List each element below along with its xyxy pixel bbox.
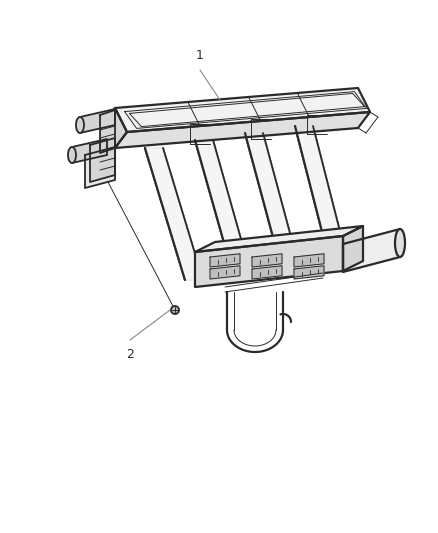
Polygon shape [343,229,400,272]
Polygon shape [252,266,282,279]
Polygon shape [85,147,115,188]
Polygon shape [252,254,282,267]
Polygon shape [195,236,343,287]
Ellipse shape [76,117,84,133]
Polygon shape [195,226,363,252]
Polygon shape [294,266,324,279]
Polygon shape [195,140,250,271]
Polygon shape [100,110,115,153]
Polygon shape [115,88,370,132]
Text: 2: 2 [126,348,134,361]
Text: 1: 1 [196,49,204,62]
Polygon shape [294,254,324,267]
Polygon shape [103,108,127,148]
Ellipse shape [395,229,405,257]
Polygon shape [295,126,346,255]
Polygon shape [245,133,298,263]
Polygon shape [343,226,363,271]
Polygon shape [210,254,240,267]
Polygon shape [115,112,370,148]
Polygon shape [80,109,115,133]
Ellipse shape [68,147,76,163]
Polygon shape [72,139,107,163]
Polygon shape [210,266,240,279]
Circle shape [171,306,179,314]
Polygon shape [145,148,203,280]
Polygon shape [90,138,115,182]
